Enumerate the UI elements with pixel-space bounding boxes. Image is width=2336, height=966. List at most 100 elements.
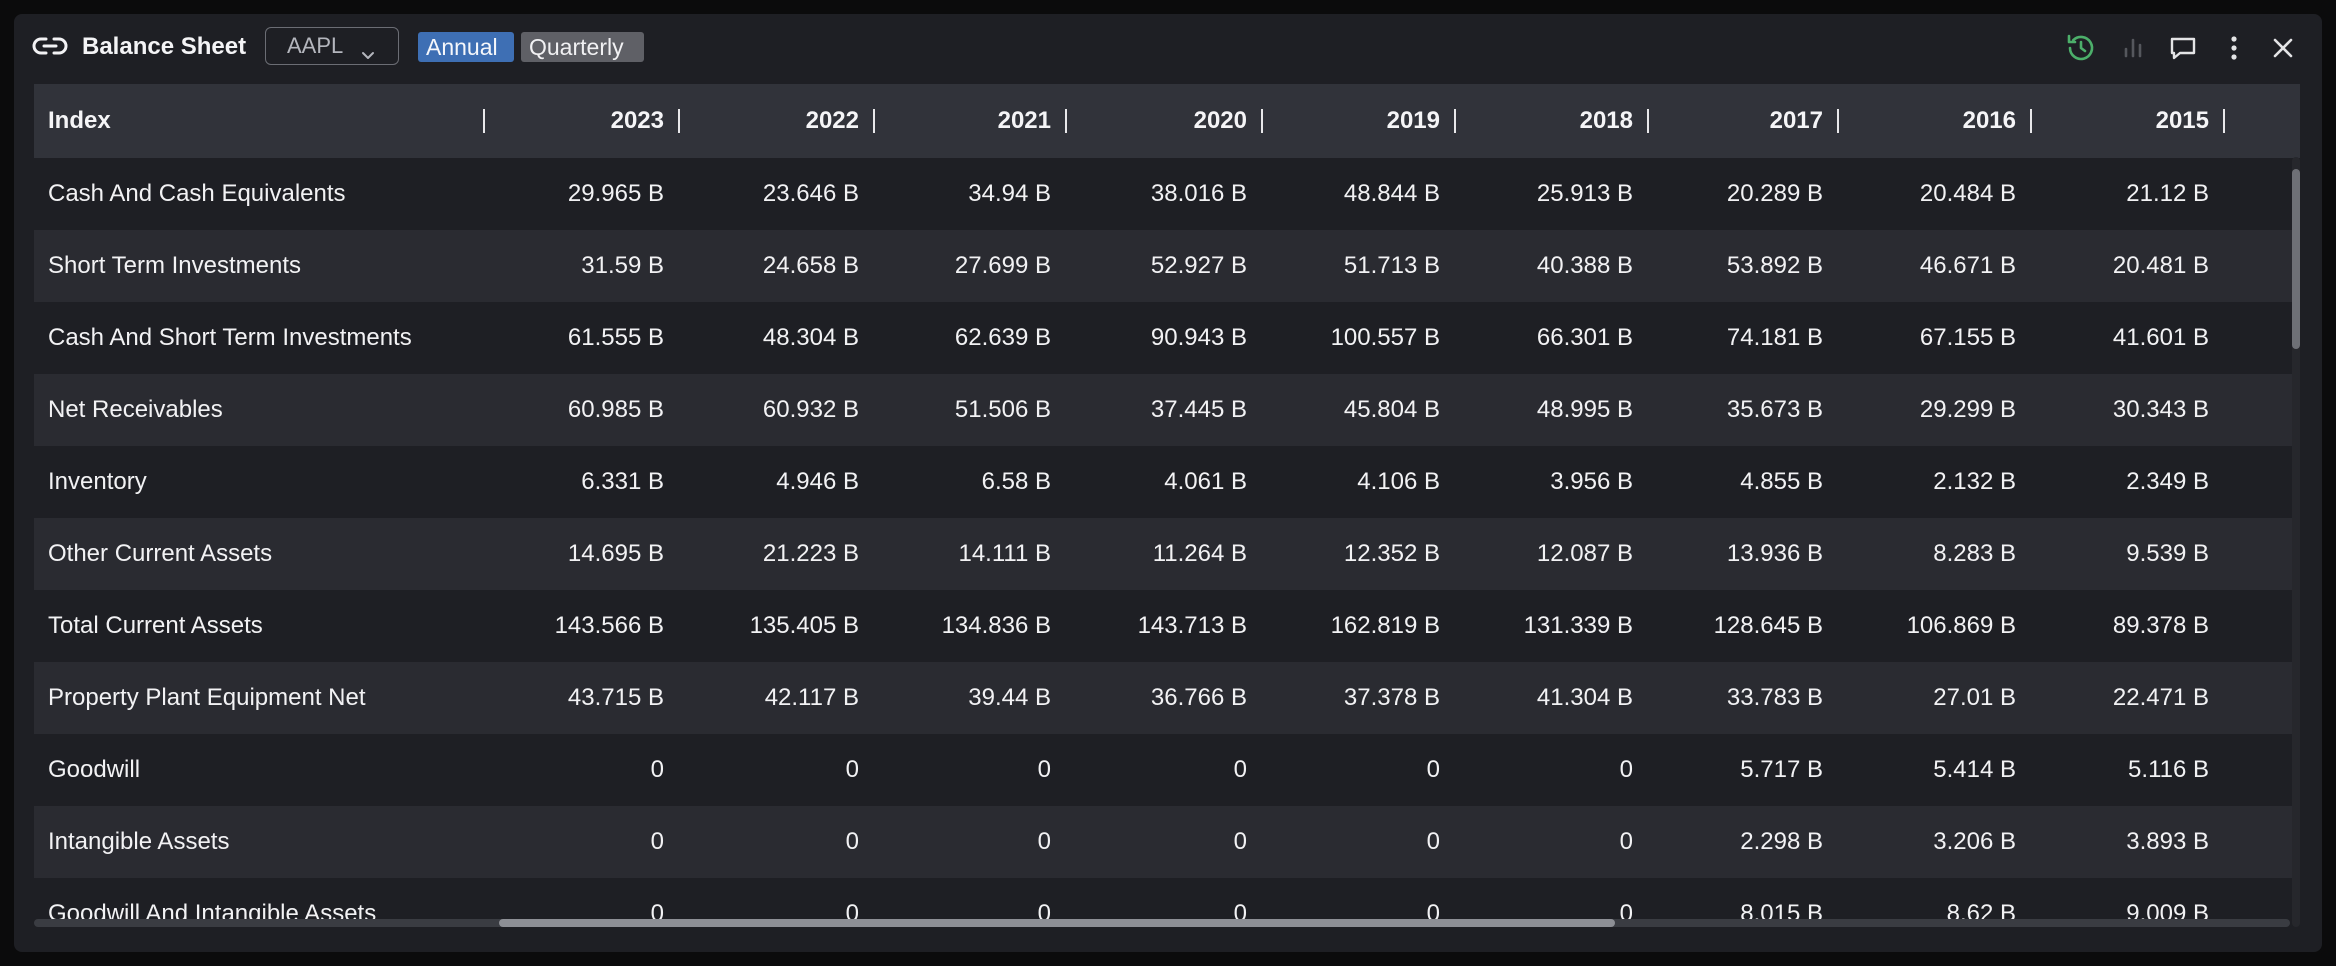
- column-header-spacer: [2227, 84, 2300, 158]
- window-header: Balance Sheet AAPL Annual Quarterly: [14, 14, 2322, 84]
- horizontal-scrollbar[interactable]: [34, 919, 2290, 927]
- annual-toggle[interactable]: Annual: [418, 32, 514, 62]
- table-cell: 46.671 B: [1919, 252, 2016, 279]
- table-cell: 89.378 B: [2112, 612, 2209, 639]
- column-header-2023[interactable]: 2023: [487, 84, 682, 158]
- table-cell: 66.301 B: [1536, 324, 1633, 351]
- comment-icon[interactable]: [2166, 31, 2200, 65]
- table-cell-spacer: [2227, 374, 2300, 446]
- table-cell: 143.566 B: [554, 612, 664, 639]
- column-resize-handle[interactable]: [2223, 109, 2225, 133]
- table-cell: 106.869 B: [1906, 612, 2016, 639]
- table-row: Net Receivables 60.985 B 60.932 B 51.506…: [34, 374, 2300, 446]
- column-resize-handle[interactable]: [2030, 109, 2032, 133]
- table-cell: 11.264 B: [1152, 540, 1247, 567]
- bar-chart-icon[interactable]: [2116, 31, 2150, 65]
- table-cell: 39.44 B: [968, 684, 1051, 711]
- column-resize-handle[interactable]: [678, 109, 680, 133]
- table-row: Cash And Cash Equivalents 29.965 B 23.64…: [34, 158, 2300, 230]
- table-cell: 60.932 B: [762, 396, 859, 423]
- column-resize-handle[interactable]: [1065, 109, 1067, 133]
- table-cell-spacer: [2227, 518, 2300, 590]
- chevron-down-icon: [360, 38, 376, 59]
- table-cell: 20.481 B: [2112, 252, 2209, 279]
- table-cell: 8.283 B: [1933, 540, 2016, 567]
- table-cell: 5.414 B: [1933, 756, 2016, 783]
- table-cell: 134.836 B: [941, 612, 1051, 639]
- table-cell-spacer: [2227, 302, 2300, 374]
- table-cell: 27.01 B: [1933, 684, 2016, 711]
- column-header-2020[interactable]: 2020: [1069, 84, 1265, 158]
- table-cell: 5.116 B: [2128, 756, 2209, 783]
- table-cell: 0: [1233, 756, 1247, 783]
- table-cell: 0: [1037, 828, 1051, 855]
- table-cell: 135.405 B: [749, 612, 859, 639]
- column-resize-handle[interactable]: [483, 109, 485, 133]
- column-resize-handle[interactable]: [873, 109, 875, 133]
- table-row: Other Current Assets 14.695 B 21.223 B 1…: [34, 518, 2300, 590]
- column-header-index[interactable]: Index: [34, 84, 487, 158]
- row-label: Other Current Assets: [48, 540, 273, 567]
- column-header-2017[interactable]: 2017: [1651, 84, 1841, 158]
- row-label: Cash And Short Term Investments: [48, 324, 412, 351]
- more-vertical-icon[interactable]: [2217, 31, 2251, 65]
- table-cell: 48.995 B: [1536, 396, 1633, 423]
- row-label: Cash And Cash Equivalents: [48, 180, 346, 207]
- link-icon[interactable]: [32, 34, 68, 58]
- table-cell: 0: [845, 756, 859, 783]
- vertical-scrollbar[interactable]: [2292, 157, 2300, 927]
- vertical-scrollbar-thumb[interactable]: [2292, 169, 2300, 349]
- table-cell: 74.181 B: [1726, 324, 1823, 351]
- close-icon[interactable]: [2266, 31, 2300, 65]
- table-cell-spacer: [2227, 590, 2300, 662]
- quarterly-toggle[interactable]: Quarterly: [521, 32, 644, 62]
- table-cell: 42.117 B: [764, 684, 859, 711]
- table-cell-spacer: [2227, 662, 2300, 734]
- column-header-2021[interactable]: 2021: [877, 84, 1069, 158]
- balance-sheet-window: Balance Sheet AAPL Annual Quarterly: [14, 14, 2322, 952]
- refresh-icon[interactable]: [2064, 31, 2098, 65]
- row-label: Inventory: [48, 468, 147, 495]
- table-cell: 13.936 B: [1726, 540, 1823, 567]
- column-header-2019[interactable]: 2019: [1265, 84, 1458, 158]
- table-cell: 4.946 B: [776, 468, 859, 495]
- row-label: Total Current Assets: [48, 612, 263, 639]
- table-cell: 60.985 B: [567, 396, 664, 423]
- table-cell: 37.378 B: [1343, 684, 1440, 711]
- column-resize-handle[interactable]: [1837, 109, 1839, 133]
- balance-sheet-table-container[interactable]: Index 2023 2022 2021: [34, 84, 2300, 930]
- table-cell: 2.132 B: [1933, 468, 2016, 495]
- row-label: Net Receivables: [48, 396, 223, 423]
- table-cell: 2.349 B: [2126, 468, 2209, 495]
- table-cell: 43.715 B: [567, 684, 664, 711]
- table-row: Intangible Assets 0 0 0 0 0 0 2.298 B 3.…: [34, 806, 2300, 878]
- table-cell: 40.388 B: [1536, 252, 1633, 279]
- column-header-2016[interactable]: 2016: [1841, 84, 2034, 158]
- table-cell: 52.927 B: [1150, 252, 1247, 279]
- column-header-2015[interactable]: 2015: [2034, 84, 2227, 158]
- column-header-2022[interactable]: 2022: [682, 84, 877, 158]
- table-cell: 0: [1619, 756, 1633, 783]
- column-resize-handle[interactable]: [1647, 109, 1649, 133]
- table-header-row: Index 2023 2022 2021: [34, 84, 2300, 158]
- table-cell: 3.956 B: [1550, 468, 1633, 495]
- column-resize-handle[interactable]: [1454, 109, 1456, 133]
- ticker-select[interactable]: AAPL: [265, 27, 399, 65]
- table-cell: 34.94 B: [968, 180, 1051, 207]
- column-header-2018[interactable]: 2018: [1458, 84, 1651, 158]
- column-resize-handle[interactable]: [1261, 109, 1263, 133]
- table-cell: 41.601 B: [2112, 324, 2209, 351]
- horizontal-scrollbar-thumb[interactable]: [499, 919, 1615, 927]
- table-cell: 0: [1233, 828, 1247, 855]
- table-cell: 38.016 B: [1150, 180, 1247, 207]
- table-cell: 51.506 B: [954, 396, 1051, 423]
- table-cell: 0: [1426, 756, 1440, 783]
- table-cell-spacer: [2227, 446, 2300, 518]
- ticker-value: AAPL: [287, 33, 344, 58]
- table-cell: 24.658 B: [762, 252, 859, 279]
- table-cell-spacer: [2227, 230, 2300, 302]
- table-cell: 62.639 B: [954, 324, 1051, 351]
- table-cell: 162.819 B: [1330, 612, 1440, 639]
- table-cell: 33.783 B: [1726, 684, 1823, 711]
- table-row: Short Term Investments 31.59 B 24.658 B …: [34, 230, 2300, 302]
